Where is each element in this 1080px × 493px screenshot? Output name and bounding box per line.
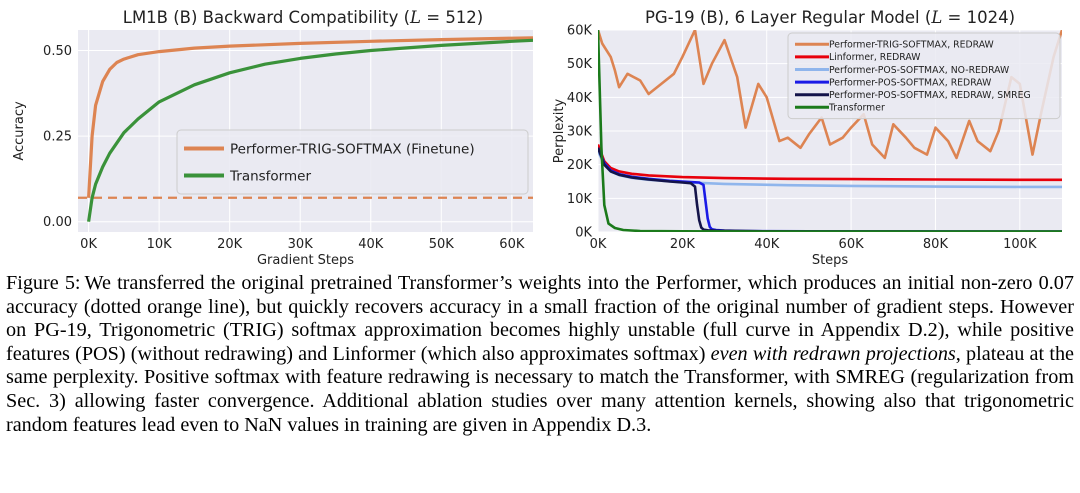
series-group xyxy=(78,36,533,222)
series-line-2 xyxy=(598,144,1062,182)
series-group xyxy=(598,30,1062,232)
x-tick-label: 60K xyxy=(839,237,865,252)
series-line-1 xyxy=(87,36,533,198)
legend-label-1: Performer-TRIG-SOFTMAX, REDRAW xyxy=(829,40,994,51)
y-axis-label: Accuracy xyxy=(12,101,27,161)
x-tick-label: 20K xyxy=(670,237,696,252)
chart-title: PG-19 (B), 6 Layer Regular Model (L = 10… xyxy=(645,8,1015,27)
legend-box xyxy=(787,32,1061,120)
x-tick-label: 0K xyxy=(80,237,97,252)
caption-text-part-2: , plateau at the same perplexity. Positi… xyxy=(6,342,1074,436)
legend-label-3: Performer-POS-SOFTMAX, NO-REDRAW xyxy=(829,65,1009,76)
chart-title-prefix: PG-19 (B), 6 Layer Regular Model ( xyxy=(645,8,931,27)
x-axis-label: Gradient Steps xyxy=(257,253,354,268)
legend-label-6: Transformer xyxy=(828,103,885,114)
y-tick-label: 50K xyxy=(567,57,593,72)
x-tick-label: 40K xyxy=(358,237,384,252)
series-line-2 xyxy=(87,38,533,222)
caption-label: Figure 5: xyxy=(6,272,81,294)
y-tick-label: 30K xyxy=(567,125,593,140)
y-tick-label: 0.50 xyxy=(43,44,72,59)
x-tick-label: 0K xyxy=(590,237,607,252)
legend-label-2: Linformer, REDRAW xyxy=(829,52,920,63)
y-tick-label: 0.00 xyxy=(43,215,72,230)
y-tick-label: 10K xyxy=(567,192,593,207)
x-tick-label: 30K xyxy=(288,237,314,252)
chart-title-prefix: LM1B (B) Backward Compatibility ( xyxy=(123,8,410,27)
chart-title-variable: L xyxy=(930,8,942,27)
y-tick-label: 40K xyxy=(567,91,593,106)
legend-label-4: Performer-POS-SOFTMAX, REDRAW xyxy=(829,77,991,88)
chart-1: 0K 10K 20K 30K 40K 50K 60K 0.00 0.25 0.50 Gradient… xyxy=(12,8,533,268)
chart-title-suffix: = 1024) xyxy=(942,8,1015,27)
x-tick-label: 10K xyxy=(147,237,173,252)
caption-text-part-1: We transferred the original pretrained T… xyxy=(6,272,1074,365)
chart-2: 0K 20K 40K 60K 80K 100K0K10K20K30K40K50K60KSt… xyxy=(552,8,1062,268)
legend-label-5: Performer-POS-SOFTMAX, REDRAW, SMREG xyxy=(829,90,1031,101)
series-line-6 xyxy=(598,30,1062,232)
y-tick-label: 20K xyxy=(567,158,593,173)
y-tick-label: 60K xyxy=(567,24,593,39)
chart-title-variable: L xyxy=(409,8,421,27)
x-tick-label: 20K xyxy=(217,237,243,252)
y-tick-label: 0K xyxy=(575,226,592,241)
x-tick-label: 40K xyxy=(754,237,780,252)
legend-box xyxy=(176,129,529,195)
y-axis-label: Perplexity xyxy=(552,98,567,163)
chart-title: LM1B (B) Backward Compatibility (L = 512… xyxy=(123,8,484,27)
x-tick-label: 80K xyxy=(923,237,949,252)
x-axis-label: Steps xyxy=(812,253,849,268)
chart-title-suffix: = 512) xyxy=(421,8,483,27)
legend-label-2: Transformer xyxy=(229,168,311,184)
x-tick-label: 100K xyxy=(1003,237,1037,252)
figure-caption: Figure 5: We transferred the original pre… xyxy=(6,272,1074,437)
y-tick-label: 0.25 xyxy=(43,130,72,145)
x-tick-label: 60K xyxy=(499,237,525,252)
x-tick-label: 50K xyxy=(429,237,455,252)
figure: 0K 10K 20K 30K 40K 50K 60K 0.00 0.25 0.50 Gradient… xyxy=(12,8,1062,268)
legend-label-1: Performer-TRIG-SOFTMAX (Finetune) xyxy=(230,141,475,157)
caption-emphasis: even with redrawn projections xyxy=(710,342,956,365)
